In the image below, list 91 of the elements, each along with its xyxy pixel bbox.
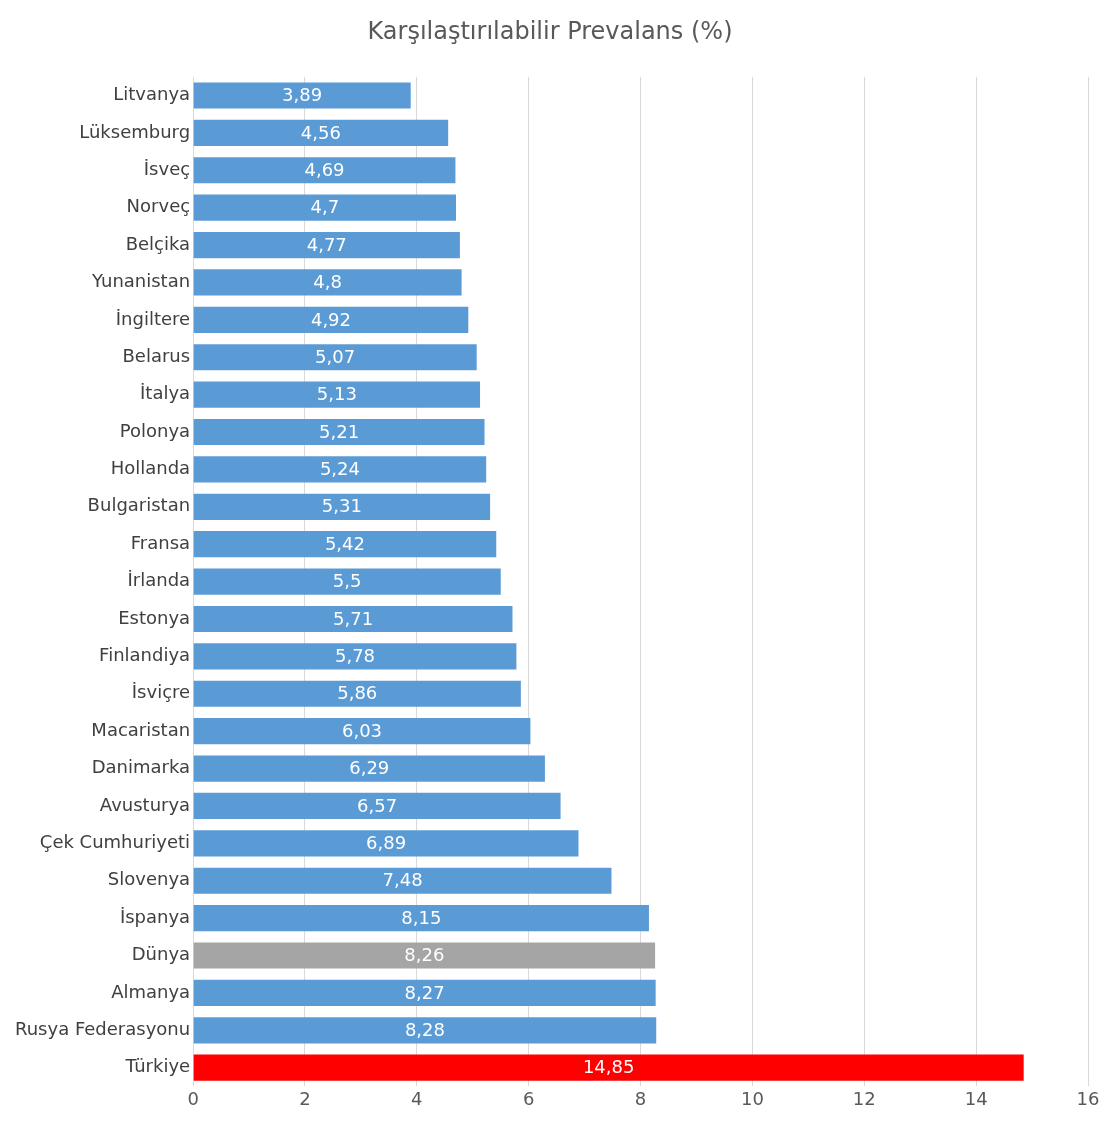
y-tick-label: İrlanda	[127, 569, 191, 591]
x-tick-label: 6	[522, 1087, 535, 1109]
y-tick-label: Norveç	[126, 195, 191, 217]
bar	[193, 493, 491, 520]
chart-title: Karşılaştırılabilir Prevalans (%)	[367, 16, 733, 45]
x-tick-label: 0	[187, 1087, 199, 1109]
y-tick-label: Danimarka	[91, 756, 191, 778]
data-label: 5,5	[332, 570, 362, 592]
bar	[193, 1054, 1024, 1081]
bar	[193, 418, 485, 446]
data-label: 5,71	[333, 607, 374, 629]
bar	[193, 1017, 657, 1044]
y-tick-label: Dünya	[131, 943, 191, 965]
x-tick-label: 2	[299, 1087, 311, 1109]
bar	[193, 830, 579, 857]
y-tick-label: Estonya	[118, 606, 191, 628]
y-tick-label: Fransa	[130, 531, 191, 553]
bar	[193, 344, 477, 371]
x-tick-label: 8	[634, 1087, 647, 1109]
y-tick-label: Lüksemburg	[79, 120, 191, 142]
bar	[193, 381, 481, 408]
data-label: 14,85	[582, 1056, 635, 1078]
bar	[193, 119, 449, 146]
bar	[193, 194, 456, 221]
y-tick-label: Rusya Federasyonu	[15, 1017, 191, 1039]
bar	[193, 867, 612, 894]
y-tick-label: Bulgaristan	[87, 494, 191, 516]
bar	[193, 456, 487, 483]
data-label: 4,8	[313, 271, 342, 293]
y-tick-label: Avusturya	[99, 793, 191, 815]
data-label: 8,15	[401, 906, 442, 928]
data-label: 8,26	[404, 944, 445, 966]
bar	[193, 531, 497, 558]
bar	[193, 231, 460, 259]
bar	[193, 979, 656, 1007]
data-label: 5,21	[319, 420, 360, 442]
y-tick-label: Finlandiya	[99, 644, 191, 666]
data-label: 6,03	[341, 719, 383, 741]
y-tick-label: İtalya	[140, 382, 191, 404]
y-tick-label: Çek Cumhuriyeti	[39, 831, 191, 853]
data-label: 5,24	[319, 458, 360, 480]
y-tick-label: Almanya	[111, 980, 191, 1002]
y-tick-label: Polonya	[119, 419, 191, 441]
y-tick-label: Macaristan	[91, 718, 191, 740]
data-label: 8,27	[404, 981, 445, 1003]
data-label: 8,28	[404, 1018, 445, 1040]
bar	[193, 82, 411, 109]
data-label: 4,56	[300, 121, 341, 143]
y-tick-label: Belarus	[122, 344, 191, 366]
x-tick-label: 10	[740, 1087, 764, 1109]
data-label: 4,69	[304, 158, 345, 180]
data-label: 5,13	[316, 383, 357, 405]
y-tick-label: Hollanda	[110, 457, 191, 479]
data-label: 7,48	[382, 869, 423, 891]
data-label: 5,07	[315, 345, 356, 367]
y-tick-label: Slovenya	[107, 868, 191, 890]
y-tick-label: İspanya	[119, 905, 191, 927]
x-tick-label: 4	[411, 1087, 423, 1109]
x-tick-label: 16	[1076, 1087, 1100, 1109]
data-label: 4,77	[306, 233, 347, 255]
x-tick-label: 14	[964, 1087, 988, 1109]
data-label: 4,7	[310, 196, 340, 218]
data-label: 6,29	[349, 757, 390, 779]
bar	[193, 605, 513, 633]
y-tick-label: İngiltere	[115, 307, 191, 329]
bar	[193, 306, 469, 333]
bar	[193, 568, 501, 595]
bar	[193, 718, 531, 745]
y-tick-label: Litvanya	[113, 83, 191, 105]
bar	[193, 905, 649, 932]
bar	[193, 157, 456, 184]
data-label: 4,92	[310, 308, 351, 330]
y-tick-label: Belçika	[125, 232, 191, 254]
y-tick-label: Yunanistan	[91, 270, 191, 292]
y-tick-label: İsveç	[143, 157, 191, 179]
bar	[193, 680, 521, 707]
data-label: 5,31	[321, 495, 362, 517]
x-tick-label: 12	[852, 1087, 876, 1109]
data-label: 3,89	[282, 84, 323, 106]
bar	[193, 643, 517, 670]
bar	[193, 269, 462, 296]
data-label: 6,57	[357, 794, 398, 816]
y-tick-label: İsviçre	[131, 681, 191, 703]
bar	[193, 942, 656, 969]
data-label: 5,42	[324, 532, 365, 554]
y-tick-label: Türkiye	[124, 1055, 191, 1077]
data-label: 5,78	[334, 645, 376, 667]
bar	[193, 755, 545, 782]
bar	[193, 792, 561, 820]
data-label: 5,86	[337, 682, 378, 704]
data-label: 6,89	[366, 832, 407, 854]
